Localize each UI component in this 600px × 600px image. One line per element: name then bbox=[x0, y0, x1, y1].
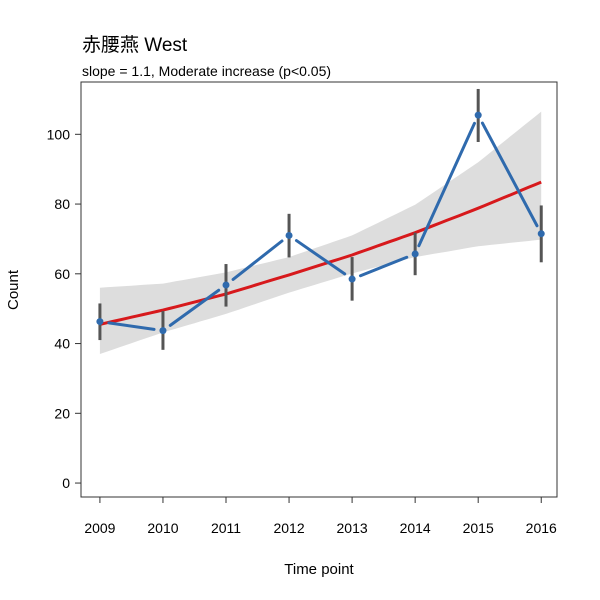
data-point bbox=[286, 232, 293, 239]
y-tick-label: 100 bbox=[47, 126, 71, 142]
data-point bbox=[96, 318, 103, 325]
data-point bbox=[223, 281, 230, 288]
x-axis-label: Time point bbox=[284, 561, 354, 578]
x-tick-label: 2014 bbox=[400, 520, 431, 536]
y-tick-label: 0 bbox=[62, 475, 70, 491]
ci-band-layer bbox=[100, 112, 541, 354]
data-point bbox=[538, 230, 545, 237]
data-point bbox=[475, 112, 482, 119]
x-tick-label: 2010 bbox=[147, 520, 178, 536]
y-tick-label: 80 bbox=[54, 196, 70, 212]
y-tick-label: 20 bbox=[54, 405, 70, 421]
x-tick-label: 2016 bbox=[526, 520, 557, 536]
data-point bbox=[412, 250, 419, 257]
confidence-band bbox=[100, 112, 541, 354]
y-axis-label: Count bbox=[5, 269, 22, 310]
x-tick-label: 2012 bbox=[273, 520, 304, 536]
y-tick-label: 40 bbox=[54, 336, 70, 352]
x-tick-label: 2009 bbox=[84, 520, 115, 536]
x-tick-label: 2015 bbox=[463, 520, 494, 536]
data-point bbox=[349, 276, 356, 283]
y-tick-label: 60 bbox=[54, 266, 70, 282]
x-tick-label: 2011 bbox=[211, 520, 241, 536]
data-point bbox=[159, 327, 166, 334]
x-tick-label: 2013 bbox=[337, 520, 368, 536]
